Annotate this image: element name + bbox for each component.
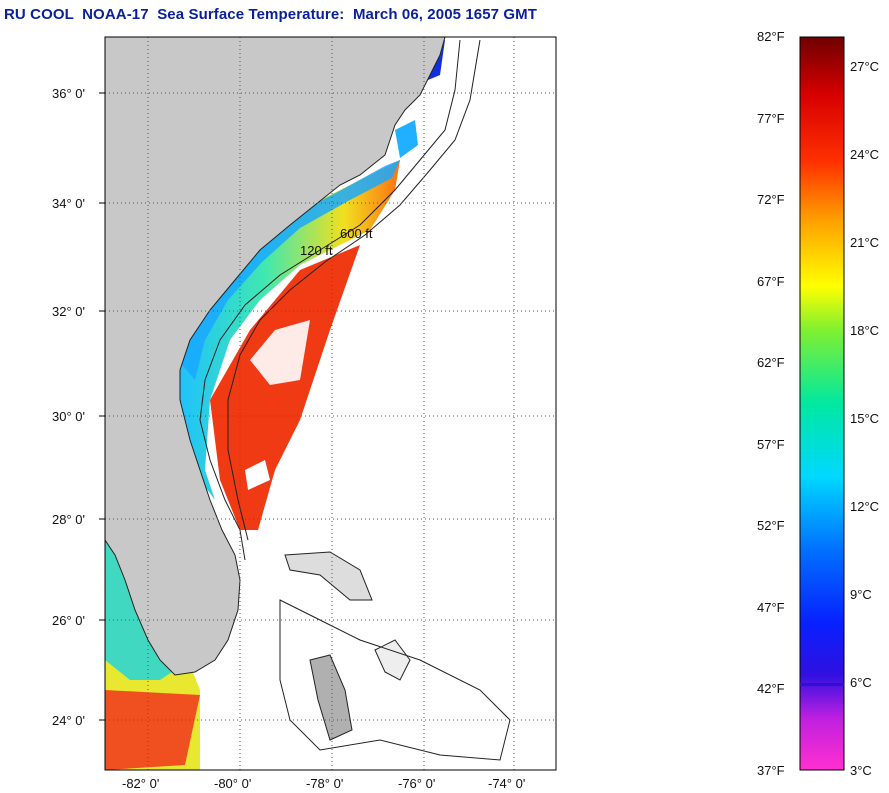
cb-c-27: 27°C xyxy=(850,59,880,74)
lon-label-78: -78° 0' xyxy=(306,776,343,791)
cb-f-62: 62°F xyxy=(757,355,785,370)
cb-f-47: 47°F xyxy=(757,600,785,615)
isobath-120ft xyxy=(199,39,461,561)
lat-label-36: 36° 0' xyxy=(52,86,85,101)
map-area: 120 ft 600 ft xyxy=(105,37,556,770)
cb-c-24: 24°C xyxy=(850,147,880,162)
gulf-stream-sst xyxy=(210,245,360,530)
cb-f-42: 42°F xyxy=(757,681,785,696)
cb-c-9: 9°C xyxy=(850,587,872,602)
lat-label-30: 30° 0' xyxy=(52,409,85,424)
cloud-mask-2 xyxy=(245,460,270,490)
cb-c-15: 15°C xyxy=(850,411,880,426)
gulf-sst-warm xyxy=(105,690,200,770)
cb-f-37: 37°F xyxy=(757,763,785,778)
grand-bahama-land xyxy=(284,551,373,601)
lon-label-80: -80° 0' xyxy=(214,776,251,791)
cb-f-57: 57°F xyxy=(757,437,785,452)
lat-label-32: 32° 0' xyxy=(52,304,85,319)
cb-c-12: 12°C xyxy=(850,499,880,514)
map-frame xyxy=(104,36,557,771)
eleuthera-land xyxy=(374,639,411,681)
cb-f-52: 52°F xyxy=(757,518,785,533)
cb-f-77: 77°F xyxy=(757,111,785,126)
nearshore-cool-sst xyxy=(178,160,400,380)
isobath-label-600: 600 ft xyxy=(340,226,373,241)
lon-label-82: -82° 0' xyxy=(122,776,159,791)
map-title: RU COOL NOAA-17 Sea Surface Temperature:… xyxy=(4,6,538,23)
lon-label-74: -74° 0' xyxy=(488,776,525,791)
lat-label-24: 24° 0' xyxy=(52,713,85,728)
cb-c-21: 21°C xyxy=(850,235,880,250)
cb-c-3: 3°C xyxy=(850,763,872,778)
cb-f-72: 72°F xyxy=(757,192,785,207)
colorbar-6c-band xyxy=(800,683,844,686)
nc-sound-sst xyxy=(395,120,418,158)
colorbar xyxy=(799,36,845,771)
southeast-us-land xyxy=(105,37,446,676)
lat-tick-marks xyxy=(99,92,105,721)
cb-f-67: 67°F xyxy=(757,274,785,289)
lat-label-26: 26° 0' xyxy=(52,613,85,628)
lat-label-28: 28° 0' xyxy=(52,512,85,527)
lat-label-34: 34° 0' xyxy=(52,196,85,211)
isobath-label-120: 120 ft xyxy=(300,243,333,258)
andros-land xyxy=(309,654,353,741)
isobath-600ft xyxy=(227,39,481,541)
cb-c-6: 6°C xyxy=(850,675,872,690)
cb-f-82: 82°F xyxy=(757,29,785,44)
cloud-mask xyxy=(250,320,310,385)
lon-label-76: -76° 0' xyxy=(398,776,435,791)
cb-c-18: 18°C xyxy=(850,323,880,338)
